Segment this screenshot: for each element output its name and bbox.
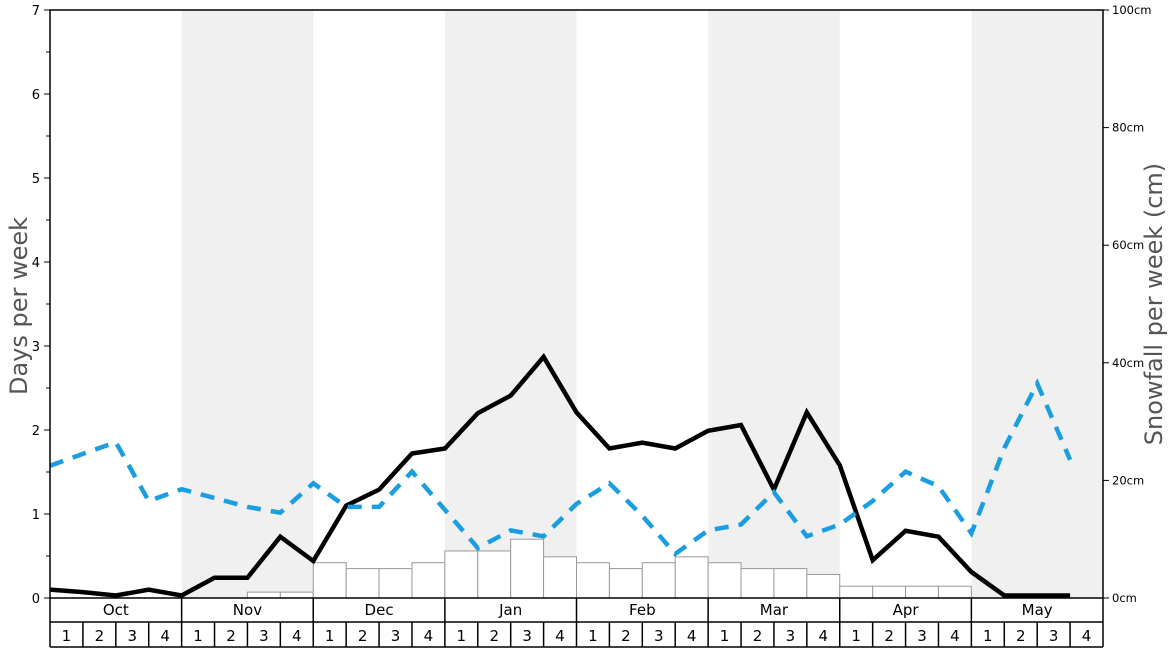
right-tick-label: 100cm: [1112, 3, 1151, 17]
right-tick-label: 0cm: [1112, 591, 1137, 605]
week-label: 1: [720, 627, 730, 645]
snowfall-bar: [378, 568, 413, 599]
week-label: 4: [819, 627, 829, 645]
week-label: 3: [259, 627, 269, 645]
week-label: 2: [95, 627, 105, 645]
week-label: 1: [325, 627, 335, 645]
month-label: Feb: [629, 601, 656, 619]
snowfall-bar: [444, 550, 479, 599]
snowfall-bar: [773, 568, 808, 599]
week-label: 2: [1016, 627, 1026, 645]
week-label: 2: [753, 627, 763, 645]
snowfall-bar: [411, 562, 446, 599]
snowfall-bar: [510, 538, 545, 599]
week-label: 3: [1049, 627, 1059, 645]
snowfall-bar: [608, 568, 643, 599]
left-tick-label: 7: [32, 4, 40, 19]
month-shade: [181, 10, 314, 598]
left-tick-label: 4: [32, 256, 40, 271]
snowfall-bar: [345, 568, 380, 599]
left-tick-label: 0: [32, 592, 40, 607]
month-shade: [444, 10, 577, 598]
week-label: 2: [226, 627, 236, 645]
month-shade: [971, 10, 1103, 598]
week-label: 3: [522, 627, 532, 645]
week-label: 3: [391, 627, 401, 645]
week-label: 2: [358, 627, 368, 645]
right-axis: 0cm 20cm 40cm 60cm 80cm 100cm: [1103, 3, 1151, 605]
snowfall-bar: [312, 562, 347, 599]
snowfall-bar: [279, 591, 314, 599]
snowfall-bar: [937, 585, 972, 599]
left-tick-label: 3: [32, 340, 40, 355]
month-shading: [181, 10, 1103, 598]
week-label: 3: [786, 627, 796, 645]
month-label: May: [1022, 601, 1053, 619]
week-label: 1: [193, 627, 203, 645]
week-label: 3: [917, 627, 927, 645]
week-label: 2: [884, 627, 894, 645]
month-label: Dec: [365, 601, 394, 619]
snowfall-bar: [707, 562, 742, 599]
days-per-week-line: [49, 353, 1071, 598]
snowfall-bar: [905, 585, 939, 599]
snowfall-bar: [806, 573, 841, 599]
month-label: Nov: [233, 601, 262, 619]
week-label: 4: [950, 627, 960, 645]
snowfall-trend-line: [49, 378, 1073, 557]
week-label: 4: [424, 627, 434, 645]
snowfall-bar: [641, 562, 676, 599]
snowfall-bar: [839, 585, 874, 599]
week-label: 1: [983, 627, 993, 645]
left-tick-label: 1: [32, 508, 40, 523]
left-tick-label: 2: [32, 424, 40, 439]
month-label: Mar: [760, 601, 789, 619]
left-axis: 0 1 2 3 4 5 6 7: [32, 4, 50, 607]
series-lines: [49, 353, 1073, 598]
week-label: 1: [62, 627, 72, 645]
right-tick-label: 40cm: [1112, 356, 1144, 370]
y-axis-label-left: Days per week: [5, 217, 33, 395]
week-label: 1: [851, 627, 861, 645]
week-label: 1: [457, 627, 467, 645]
y-axis-label-right: Snowfall per week (cm): [1140, 163, 1168, 445]
snowfall-bar: [872, 585, 907, 599]
week-label: 4: [555, 627, 565, 645]
x-axis-months-weeks: Oct Nov Dec Jan Feb Mar Apr May 1 2 3 4 1 2 3 4 1 2 3 4 1 2 3 4…: [49, 598, 1104, 648]
week-label: 2: [489, 627, 499, 645]
snowfall-bars: [246, 538, 972, 599]
left-tick-label: 5: [32, 172, 40, 187]
month-label: Jan: [498, 601, 522, 619]
week-label: 1: [588, 627, 598, 645]
week-label: 3: [654, 627, 664, 645]
week-label: 4: [292, 627, 302, 645]
month-label: Apr: [893, 601, 920, 619]
week-label: 4: [687, 627, 697, 645]
snowfall-bar: [674, 556, 709, 599]
left-tick-label: 6: [32, 88, 40, 103]
week-label: 3: [127, 627, 137, 645]
snowfall-bar: [477, 550, 512, 599]
right-tick-label: 60cm: [1112, 238, 1144, 252]
right-tick-label: 80cm: [1112, 121, 1144, 135]
snowfall-bar: [576, 562, 610, 599]
month-shade: [708, 10, 840, 598]
week-label: 4: [160, 627, 170, 645]
snowfall-bar: [246, 591, 281, 599]
week-label: 4: [1082, 627, 1092, 645]
snowfall-bar: [740, 568, 775, 599]
month-label: Oct: [103, 601, 129, 619]
snowfall-bar: [543, 556, 577, 599]
week-label: 2: [621, 627, 631, 645]
right-tick-label: 20cm: [1112, 473, 1144, 487]
